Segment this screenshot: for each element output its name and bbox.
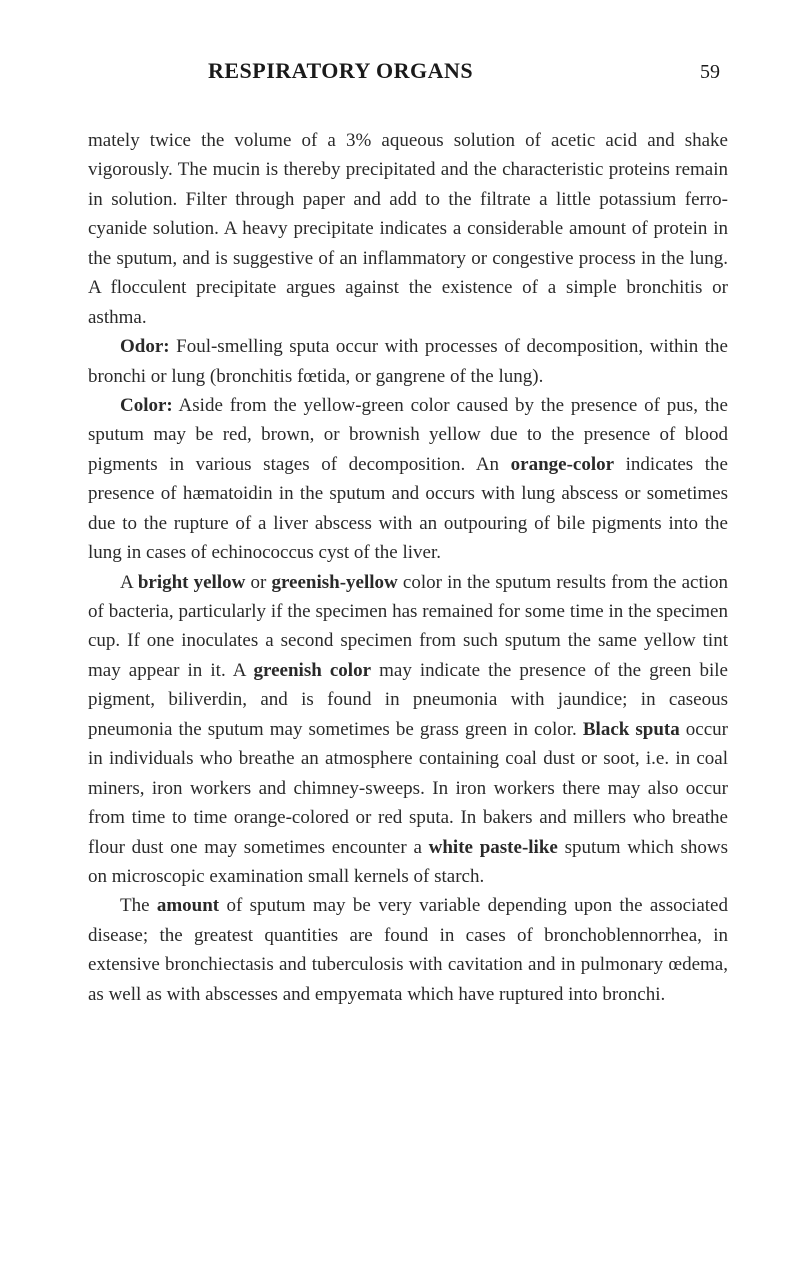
paragraph-1: mately twice the volume of a 3% aqueous … [88,126,728,332]
text: or [245,572,271,593]
page-header: RESPIRATORY ORGANS 59 [88,58,728,84]
bold-amount: amount [157,895,219,916]
text: mately twice the volume of a 3% aqueous … [88,130,728,328]
paragraph-2: Odor: Foul-smelling sputa occur with pro… [88,332,728,391]
text: The [120,895,157,916]
bold-white-paste-like: white paste-like [429,837,558,858]
label-odor: Odor: [120,336,170,357]
bold-bright-yellow: bright yellow [138,572,246,593]
header-title: RESPIRATORY ORGANS [208,58,473,84]
bold-black-sputa: Black sputa [583,719,680,740]
paragraph-3: Color: Aside from the yellow-green color… [88,391,728,568]
bold-greenish-color: greenish color [254,660,372,681]
paragraph-4: A bright yellow or greenish-yellow color… [88,568,728,892]
paragraph-5: The amount of sputum may be very variabl… [88,891,728,1009]
page-number: 59 [700,61,720,84]
bold-greenish-yellow: greenish-yellow [271,572,397,593]
text: Foul-smelling sputa occur with processes… [88,336,728,386]
label-color: Color: [120,395,173,416]
text: A [120,572,138,593]
document-body: mately twice the volume of a 3% aqueous … [88,126,728,1009]
bold-orange-color: orange-color [511,454,614,475]
